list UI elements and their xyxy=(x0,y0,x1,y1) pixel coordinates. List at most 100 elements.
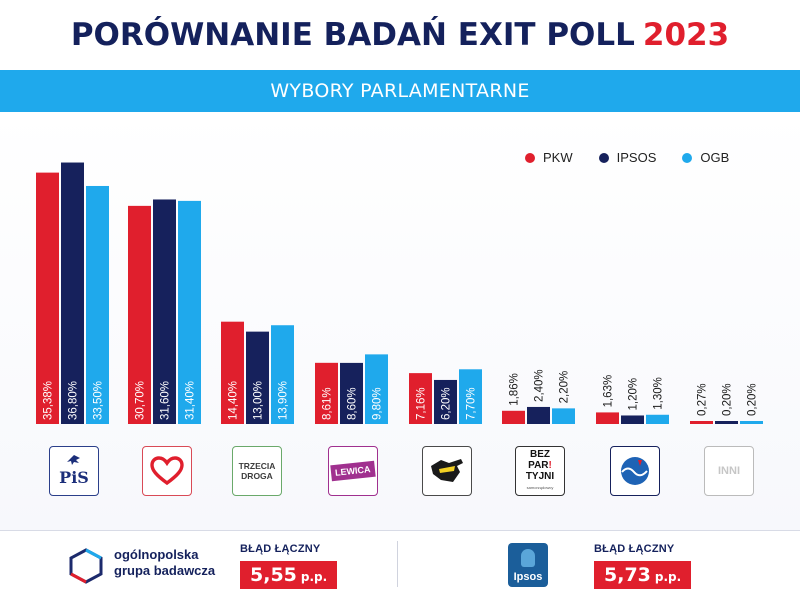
bar-pjj-ogb xyxy=(646,414,669,424)
legend-item-ogb: OGB xyxy=(682,150,729,165)
ogb-name-line-1: ogólnopolska xyxy=(114,547,199,562)
bar-pis-pkw xyxy=(36,172,59,424)
bar-trzecia-droga-ogb xyxy=(271,325,294,424)
bar-ko-pkw xyxy=(128,205,151,424)
bar-konfederacja-ipsos xyxy=(434,379,457,424)
bar-pis-ogb xyxy=(86,185,109,424)
value-label-trzecia-droga-ogb: 13,90% xyxy=(278,381,290,420)
ogb-name-line-2: grupa badawcza xyxy=(114,563,216,578)
pis-logo-text: PiS xyxy=(59,468,89,487)
bar-bezpartyjni-ogb xyxy=(552,408,575,424)
value-label-bezpartyjni-ipsos: 2,40% xyxy=(534,369,546,402)
ogb-error-unit: p.p. xyxy=(300,570,328,584)
legend-swatch-pkw xyxy=(525,152,535,163)
ogb-error-label: BŁĄD ŁĄCZNY xyxy=(240,543,321,555)
legend-swatch-ipsos xyxy=(598,152,609,163)
bar-inni-ipsos xyxy=(715,421,738,424)
value-label-lewica-ipsos: 8,60% xyxy=(347,387,359,420)
ogb-error-box: 5,55 p.p. xyxy=(240,561,338,589)
ipsos-logo-text: Ipsos xyxy=(513,571,543,583)
bar-konfederacja-pkw xyxy=(409,373,432,424)
bar-inni-pkw xyxy=(690,421,713,424)
value-label-lewica-pkw: 8,61% xyxy=(322,387,334,420)
value-label-inni-pkw: 0,27% xyxy=(697,383,709,416)
legend-item-pkw: PKW xyxy=(525,150,573,165)
footer-divider xyxy=(397,541,398,587)
footer-divider-line xyxy=(0,530,800,531)
value-label-pjj-pkw: 1,63% xyxy=(603,375,615,408)
bar-pjj-ipsos xyxy=(621,415,644,424)
bar-ko-ipsos xyxy=(153,199,176,424)
value-label-inni-ogb: 0,20% xyxy=(747,383,759,416)
bez-small-text: samorządowcy xyxy=(526,485,554,490)
bez-line-2: PAR xyxy=(528,460,549,471)
value-label-pjj-ipsos: 1,20% xyxy=(628,378,640,411)
bar-konfederacja-ogb xyxy=(459,369,482,424)
ipsos-error-value: 5,73 xyxy=(604,564,651,586)
value-label-ko-ipsos: 31,60% xyxy=(160,381,172,420)
ipsos-error-unit: p.p. xyxy=(654,570,682,584)
value-label-konfederacja-pkw: 7,16% xyxy=(416,387,428,420)
ko-logo xyxy=(142,446,192,496)
ipsos-head-icon xyxy=(521,549,535,567)
trzecia-droga-logo-text: TRZECIA DROGA xyxy=(238,461,276,481)
bezpartyjni-logo-text: BEZ PAR! TYJNI samorządowcy xyxy=(526,449,554,493)
value-label-trzecia-droga-pkw: 14,40% xyxy=(228,381,240,420)
party-logos: PiS TRZECIA DROGA LEWICA BEZ PAR! TYJNI … xyxy=(0,446,800,502)
bar-pjj-pkw xyxy=(596,412,619,424)
bar-pis-ipsos xyxy=(61,162,84,425)
legend-item-ipsos: IPSOS xyxy=(598,150,657,165)
value-label-inni-ipsos: 0,20% xyxy=(722,383,734,416)
value-label-pis-ogb: 33,50% xyxy=(93,381,105,420)
title-year: 2023 xyxy=(642,17,730,53)
ipsos-error-label: BŁĄD ŁĄCZNY xyxy=(594,543,675,555)
bar-trzecia-droga-pkw xyxy=(221,321,244,424)
subtitle-bar: WYBORY PARLAMENTARNE xyxy=(0,70,800,112)
ogb-error-value: 5,55 xyxy=(250,564,297,586)
inni-logo: INNI xyxy=(704,446,754,496)
legend-label-ogb: OGB xyxy=(700,150,730,165)
eagle-icon xyxy=(67,455,80,465)
value-label-ko-pkw: 30,70% xyxy=(135,381,147,420)
legend-label-pkw: PKW xyxy=(543,150,573,165)
bez-line-1: BEZ xyxy=(530,449,550,460)
pis-logo: PiS xyxy=(49,446,99,496)
inni-logo-text: INNI xyxy=(718,465,740,477)
value-label-pjj-ogb: 1,30% xyxy=(653,377,665,410)
ogb-name: ogólnopolska grupa badawcza xyxy=(114,547,215,579)
bez-exclaim: ! xyxy=(548,460,552,471)
bar-lewica-ogb xyxy=(365,354,388,424)
value-label-trzecia-droga-ipsos: 13,00% xyxy=(253,381,265,420)
lewica-logo-text: LEWICA xyxy=(330,460,376,482)
bezpartyjni-logo: BEZ PAR! TYJNI samorządowcy xyxy=(515,446,565,496)
legend-swatch-ogb xyxy=(682,152,693,163)
konfederacja-logo xyxy=(422,446,472,496)
bar-bezpartyjni-ipsos xyxy=(527,406,550,424)
ipsos-error-box: 5,73 p.p. xyxy=(594,561,692,589)
crown-icon xyxy=(431,459,463,482)
value-label-ko-ogb: 31,40% xyxy=(185,381,197,420)
value-label-pis-ipsos: 36,80% xyxy=(68,381,80,420)
bez-line-3: TYJNI xyxy=(525,471,555,482)
page-title: PORÓWNANIE BADAŃ EXIT POLL 2023 xyxy=(71,17,729,53)
value-label-bezpartyjni-ogb: 2,20% xyxy=(559,371,571,404)
value-label-konfederacja-ogb: 7,70% xyxy=(466,387,478,420)
bar-lewica-ipsos xyxy=(340,362,363,424)
bar-trzecia-droga-ipsos xyxy=(246,331,269,424)
value-label-pis-pkw: 35,38% xyxy=(43,381,55,420)
bar-lewica-pkw xyxy=(315,362,338,424)
bar-bezpartyjni-pkw xyxy=(502,410,525,424)
pjj-logo xyxy=(610,446,660,496)
ipsos-logo: Ipsos xyxy=(508,543,548,587)
title-text: PORÓWNANIE BADAŃ EXIT POLL xyxy=(70,17,635,53)
trzecia-droga-logo: TRZECIA DROGA xyxy=(232,446,282,496)
legend: PKW IPSOS OGB xyxy=(525,150,729,165)
bar-chart: 35,38% 36,80% 33,50% 30,70% 31,60% 31,40% 14,4… xyxy=(36,162,763,425)
value-label-bezpartyjni-pkw: 1,86% xyxy=(509,373,521,406)
globe-icon xyxy=(621,457,649,485)
lewica-logo: LEWICA xyxy=(328,446,378,496)
legend-label-ipsos: IPSOS xyxy=(616,150,657,165)
title-area: PORÓWNANIE BADAŃ EXIT POLL 2023 xyxy=(0,0,800,70)
value-label-konfederacja-ipsos: 6,20% xyxy=(441,387,453,420)
subtitle: WYBORY PARLAMENTARNE xyxy=(270,80,530,102)
